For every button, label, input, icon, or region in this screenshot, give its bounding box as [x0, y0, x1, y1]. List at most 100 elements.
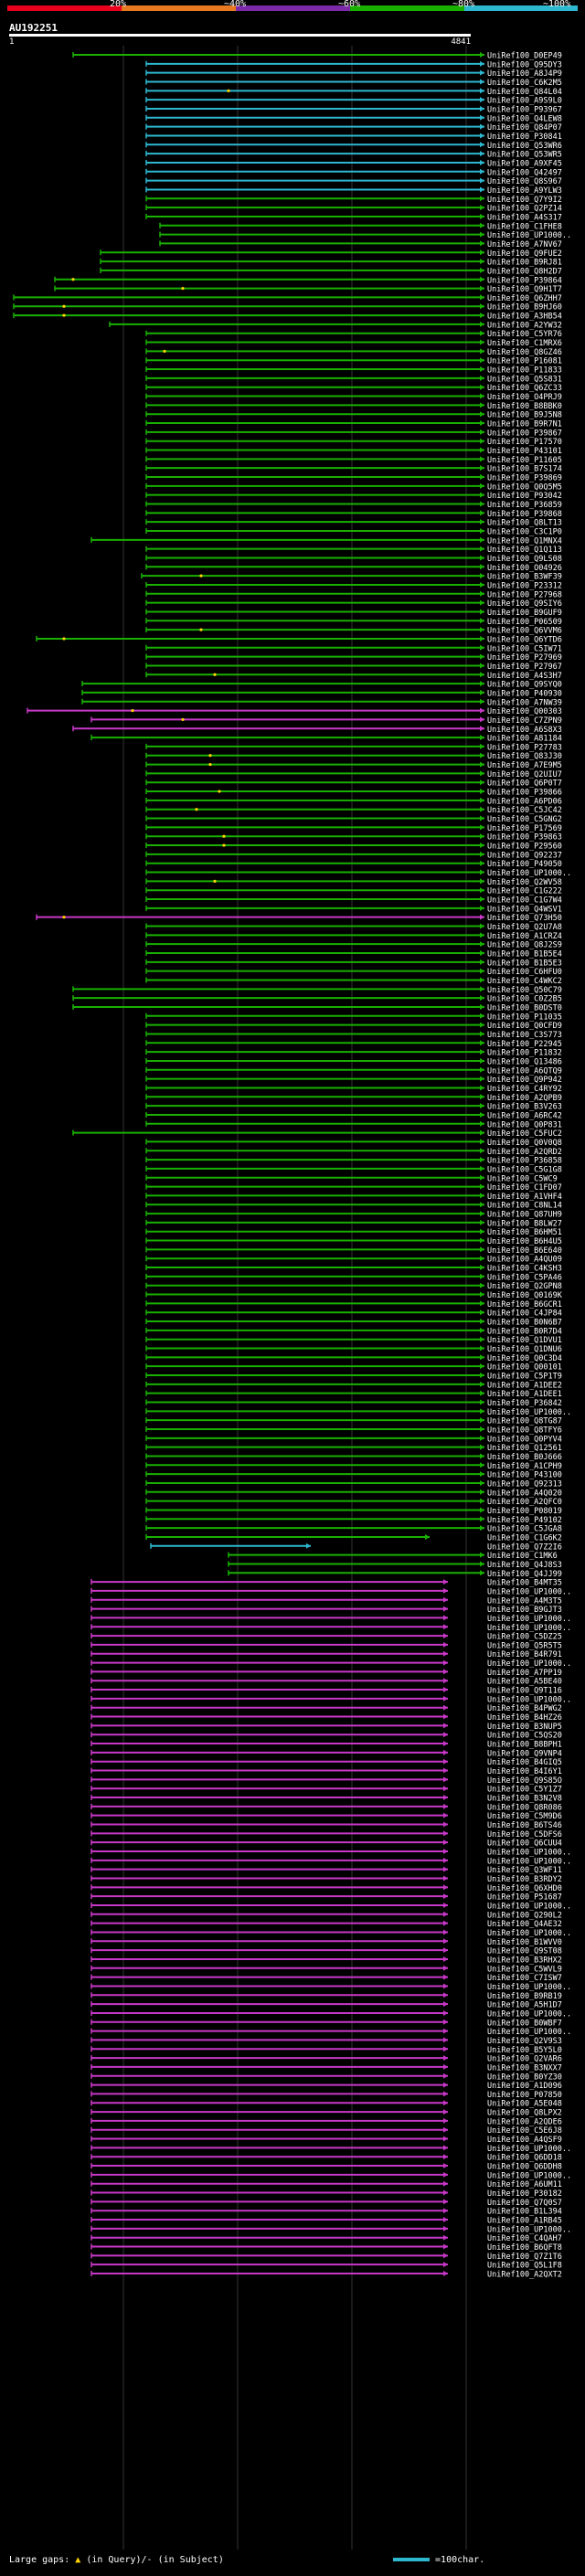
hit-label[interactable]: UniRef100_A6RC42 [487, 1111, 562, 1120]
hit-row[interactable]: UniRef100_P39864 [54, 276, 562, 285]
hit-label[interactable]: UniRef100_C4RY92 [487, 1085, 562, 1094]
hit-label[interactable]: UniRef100_A7NW39 [487, 698, 562, 707]
hit-label[interactable]: UniRef100_Q9LS08 [487, 555, 562, 564]
hit-label[interactable]: UniRef100_Q95DY3 [487, 60, 562, 69]
hit-label[interactable]: UniRef100_C6HFU0 [487, 968, 562, 977]
hit-label[interactable]: UniRef100_B6HM51 [487, 1228, 562, 1237]
hit-label[interactable]: UniRef100_Q87UH9 [487, 1211, 562, 1220]
hit-label[interactable]: UniRef100_Q7Y9I2 [487, 196, 562, 205]
hit-row[interactable]: UniRef100_Q53WR6 [145, 142, 562, 151]
hit-label[interactable]: UniRef100_A6UM11 [487, 2180, 562, 2189]
hit-label[interactable]: UniRef100_A1RB45 [487, 2217, 562, 2226]
hit-row[interactable]: UniRef100_Q1DNU6 [145, 1345, 562, 1354]
hit-label[interactable]: UniRef100_B4R791 [487, 1650, 562, 1659]
hit-row[interactable]: UniRef100_P29560 [145, 843, 562, 852]
hit-label[interactable]: UniRef100_Q6ZHH7 [487, 294, 562, 303]
hit-row[interactable]: UniRef100_P11605 [145, 456, 562, 465]
hit-label[interactable]: UniRef100_Q00303 [487, 707, 562, 716]
hit-row[interactable]: UniRef100_Q9ST08 [90, 1947, 562, 1956]
hit-label[interactable]: UniRef100_B0YZ30 [487, 2072, 562, 2082]
hit-row[interactable]: UniRef100_A7NV67 [159, 240, 562, 249]
hit-row[interactable]: UniRef100_Q84P07 [145, 123, 562, 133]
hit-row[interactable]: UniRef100_P49050 [145, 860, 562, 869]
hit-label[interactable]: UniRef100_Q2UIU7 [487, 770, 562, 779]
hit-label[interactable]: UniRef100_B9GJT3 [487, 1606, 562, 1615]
hit-label[interactable]: UniRef100_Q50C79 [487, 986, 562, 995]
hit-row[interactable]: UniRef100_A5BE40 [90, 1678, 562, 1687]
hit-label[interactable]: UniRef100_Q5R5T5 [487, 1641, 562, 1650]
hit-label[interactable]: UniRef100_B9J5N8 [487, 411, 562, 420]
hit-label[interactable]: UniRef100_Q2V9S3 [487, 2037, 562, 2046]
hit-row[interactable]: UniRef100_Q7Z2I6 [150, 1542, 562, 1552]
hit-label[interactable]: UniRef100_C5E6J8 [487, 2126, 562, 2136]
hit-label[interactable]: UniRef100_C6K2M5 [487, 79, 562, 88]
hit-row[interactable]: UniRef100_Q2WV58 [145, 878, 562, 887]
hit-row[interactable]: UniRef100_A6RC42 [145, 1111, 562, 1120]
hit-row[interactable]: UniRef100_Q2VAR6 [90, 2055, 562, 2064]
hit-label[interactable]: UniRef100_B6H4U5 [487, 1237, 562, 1246]
hit-row[interactable]: UniRef100_Q2V9S3 [90, 2037, 562, 2046]
hit-row[interactable]: UniRef100_Q8S967 [145, 177, 562, 186]
hit-label[interactable]: UniRef100_Q8LPX2 [487, 2109, 562, 2118]
hit-row[interactable]: UniRef100_B3RDY2 [90, 1875, 562, 1884]
hit-row[interactable]: UniRef100_B8BBK0 [145, 402, 562, 411]
hit-row[interactable]: UniRef100_Q6ZC33 [145, 384, 562, 393]
hit-label[interactable]: UniRef100_P29560 [487, 843, 562, 852]
hit-label[interactable]: UniRef100_Q00101 [487, 1363, 562, 1373]
hit-row[interactable]: UniRef100_A8J4P9 [145, 69, 562, 79]
hit-label[interactable]: UniRef100_C5P1T9 [487, 1373, 562, 1382]
hit-row[interactable]: UniRef100_P23312 [145, 581, 562, 590]
hit-row[interactable]: UniRef100_B6QFT8 [90, 2243, 562, 2253]
hit-label[interactable]: UniRef100_A1CRZ4 [487, 932, 562, 941]
hit-label[interactable]: UniRef100_Q1MNX4 [487, 536, 562, 546]
hit-row[interactable]: UniRef100_P43100 [145, 1471, 562, 1480]
hit-label[interactable]: UniRef100_P08019 [487, 1507, 562, 1516]
hit-label[interactable]: UniRef100_B3N2V8 [487, 1795, 562, 1804]
hit-row[interactable]: UniRef100_Q6VVM6 [145, 627, 562, 636]
hit-label[interactable]: UniRef100_B1L394 [487, 2208, 562, 2217]
hit-label[interactable]: UniRef100_UP1000.. [487, 2028, 571, 2037]
hit-row[interactable]: UniRef100_P36842 [145, 1399, 562, 1408]
hit-row[interactable]: UniRef100_Q0Q5M5 [145, 482, 562, 492]
hit-row[interactable]: UniRef100_Q87UH9 [145, 1211, 562, 1220]
hit-row[interactable]: UniRef100_Q73H50 [36, 914, 562, 923]
hit-label[interactable]: UniRef100_B3NUP5 [487, 1723, 562, 1732]
hit-label[interactable]: UniRef100_Q53WR5 [487, 151, 562, 160]
hit-label[interactable]: UniRef100_Q42497 [487, 168, 562, 177]
hit-row[interactable]: UniRef100_C8NL14 [145, 1202, 562, 1211]
hit-label[interactable]: UniRef100_Q8R086 [487, 1803, 562, 1812]
hit-label[interactable]: UniRef100_Q4J8S3 [487, 1561, 562, 1570]
hit-label[interactable]: UniRef100_P93967 [487, 105, 562, 114]
hit-label[interactable]: UniRef100_O04926 [487, 564, 562, 573]
hit-label[interactable]: UniRef100_P11605 [487, 456, 562, 465]
hit-row[interactable]: UniRef100_P27969 [145, 653, 562, 663]
hit-row[interactable]: UniRef100_A6S8X3 [72, 726, 562, 735]
hit-label[interactable]: UniRef100_B5Y5L0 [487, 2046, 562, 2055]
hit-label[interactable]: UniRef100_C1G6K2 [487, 1533, 562, 1542]
hit-row[interactable]: UniRef100_Q8H2D7 [100, 267, 562, 276]
hit-row[interactable]: UniRef100_B0YZ30 [90, 2072, 562, 2082]
hit-row[interactable]: UniRef100_Q53WR5 [145, 151, 562, 160]
hit-label[interactable]: UniRef100_P16081 [487, 357, 562, 366]
hit-row[interactable]: UniRef100_Q2PZ14 [145, 205, 562, 214]
hit-row[interactable]: UniRef100_B1L394 [90, 2208, 562, 2217]
hit-label[interactable]: UniRef100_Q0P831 [487, 1120, 562, 1129]
hit-label[interactable]: UniRef100_UP1000.. [487, 2009, 571, 2019]
hit-row[interactable]: UniRef100_A7E9M5 [145, 761, 562, 770]
hit-row[interactable]: UniRef100_A2QRD2 [145, 1148, 562, 1157]
hit-row[interactable]: UniRef100_Q0V0Q8 [145, 1139, 562, 1148]
hit-row[interactable]: UniRef100_Q2U7A8 [145, 923, 562, 932]
hit-label[interactable]: UniRef100_A4QU09 [487, 1256, 562, 1265]
hit-row[interactable]: UniRef100_Q4J8S3 [228, 1561, 562, 1570]
hit-row[interactable]: UniRef100_UP1000.. [90, 1902, 571, 1911]
hit-label[interactable]: UniRef100_Q92313 [487, 1479, 562, 1489]
hit-label[interactable]: UniRef100_C1MK6 [487, 1552, 558, 1561]
hit-label[interactable]: UniRef100_C4WKC2 [487, 977, 562, 986]
hit-row[interactable]: UniRef100_Q8J2S9 [145, 941, 562, 950]
hit-row[interactable]: UniRef100_C5WC9 [145, 1174, 558, 1183]
hit-row[interactable]: UniRef100_P27968 [145, 590, 562, 599]
hit-label[interactable]: UniRef100_Q6DD18 [487, 2154, 562, 2163]
hit-label[interactable]: UniRef100_A6S8X3 [487, 726, 562, 735]
hit-row[interactable]: UniRef100_Q42497 [145, 168, 562, 177]
hit-row[interactable]: UniRef100_A1VHF4 [145, 1193, 562, 1202]
